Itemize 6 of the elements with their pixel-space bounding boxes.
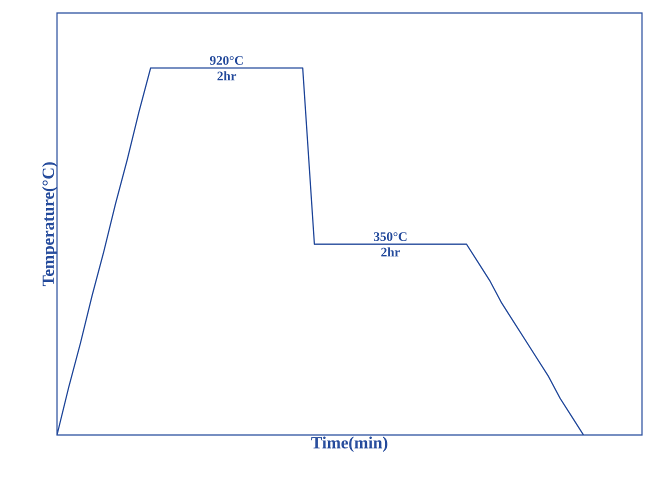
y-axis-title: Temperature(°C)	[42, 162, 58, 286]
annotation: 2hr	[217, 71, 236, 80]
annotation: 2hr	[381, 247, 400, 256]
text: 920°C	[210, 56, 243, 65]
annotation: 350°C	[374, 232, 407, 241]
x-axis-title: Time(min)	[311, 436, 388, 452]
